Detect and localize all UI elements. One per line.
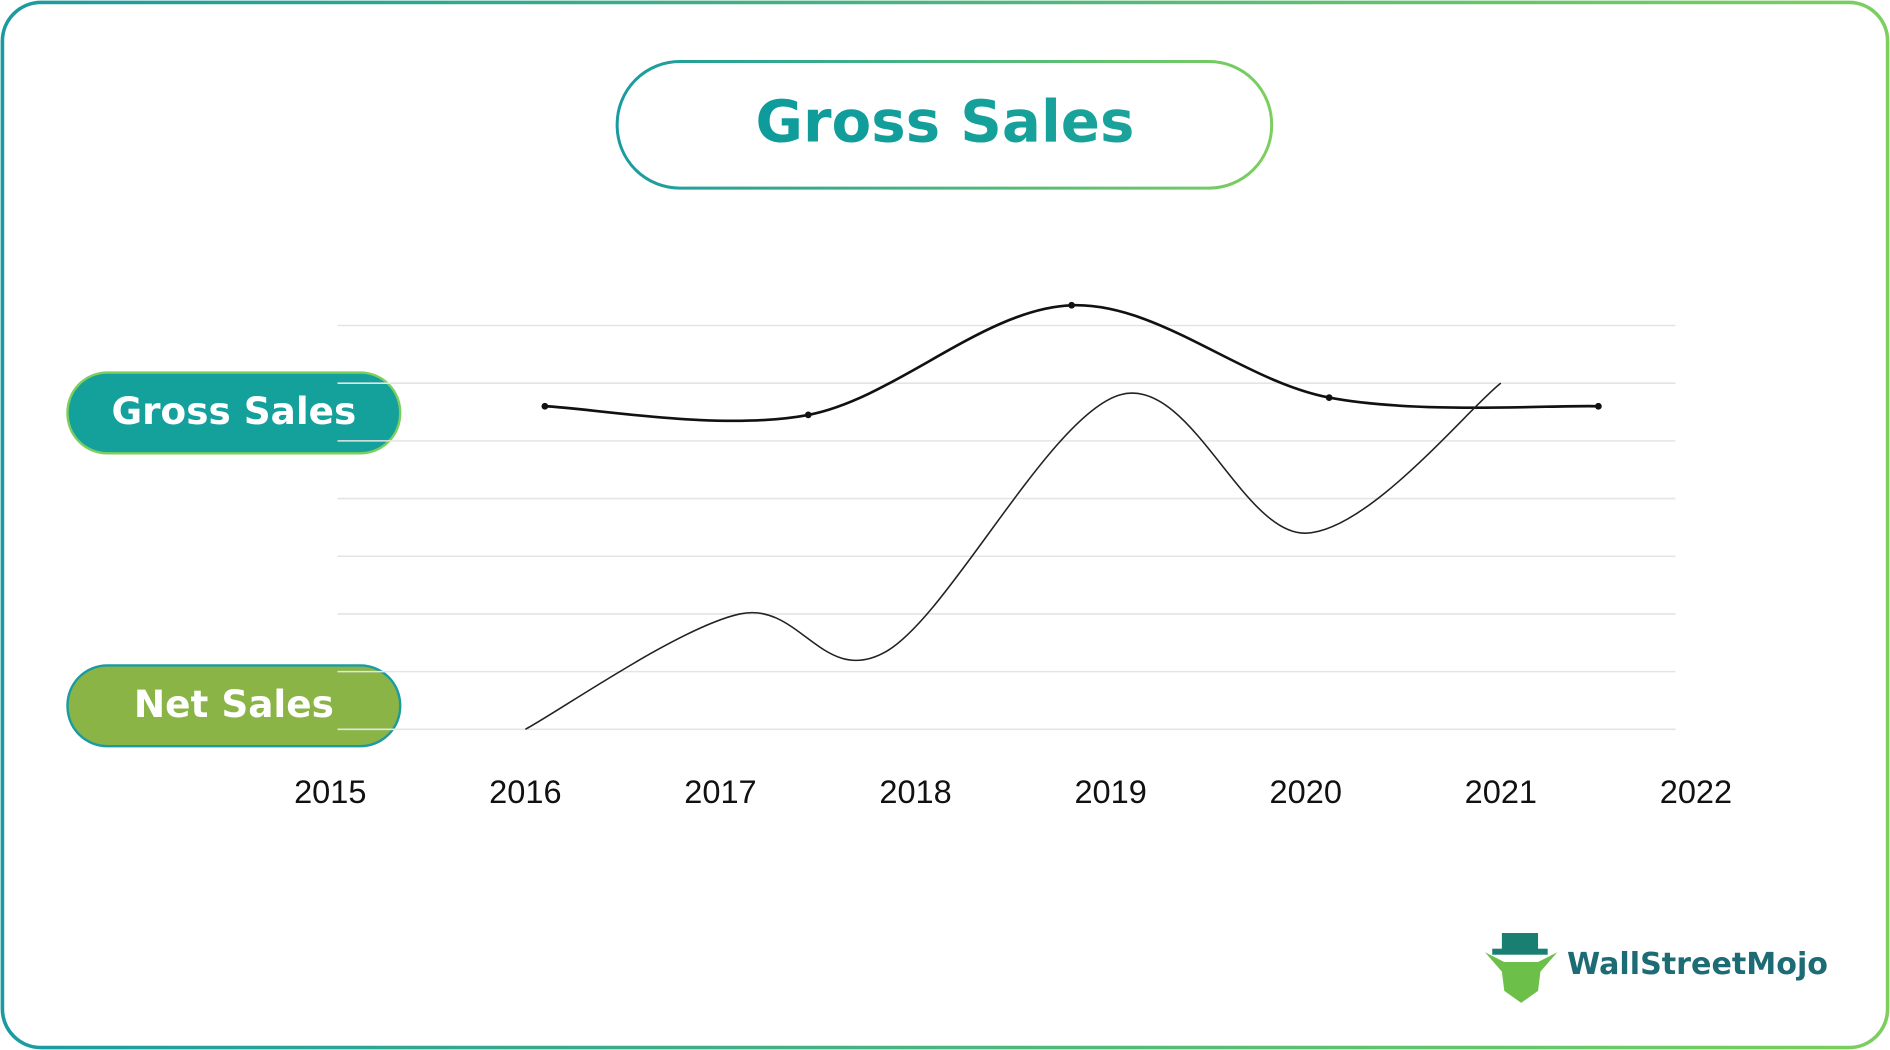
logo: WallStreetMojo — [1485, 933, 1828, 1003]
legend-pill — [66, 664, 402, 748]
point — [541, 402, 549, 410]
x-tick-label: 2021 — [1465, 774, 1537, 810]
logo-icon — [1485, 952, 1558, 1003]
x-tick-label: 2015 — [294, 774, 366, 810]
x-tick-label: 2016 — [489, 774, 561, 810]
point — [804, 411, 812, 419]
line — [524, 382, 1502, 730]
x-tick-label: 2020 — [1270, 774, 1342, 810]
logo-text: WallStreetMojo — [1567, 947, 1828, 982]
point — [1595, 402, 1602, 410]
legend-label: Net Sales — [134, 682, 334, 726]
logo-icon — [1501, 933, 1539, 950]
x-tick-label: 2022 — [1660, 774, 1732, 810]
point — [1325, 394, 1333, 401]
chart-title: Gross Sales — [756, 88, 1135, 156]
legend-pill — [66, 371, 402, 455]
x-tick-label: 2018 — [879, 774, 951, 810]
logo-icon — [1492, 948, 1548, 955]
title-pill — [615, 60, 1274, 190]
x-tick-label: 2017 — [684, 774, 756, 810]
point — [1068, 301, 1076, 309]
x-tick-label: 2019 — [1074, 774, 1146, 810]
legend-label: Gross Sales — [111, 389, 356, 433]
